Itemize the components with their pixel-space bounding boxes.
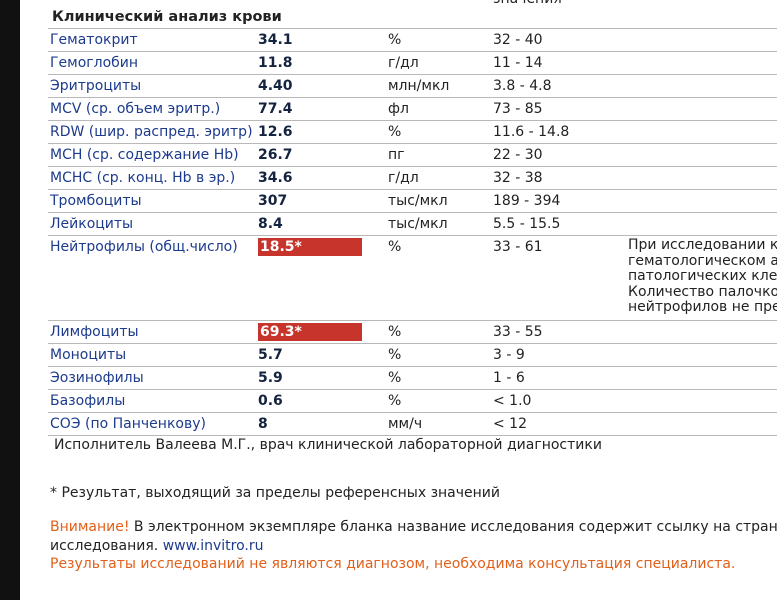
cell-unit: г/дл — [388, 55, 419, 71]
row-separator — [48, 189, 777, 190]
row-separator — [48, 143, 777, 144]
cell-unit: % — [388, 324, 402, 340]
comment-line: нейтрофилов не пре — [628, 299, 777, 315]
cell-name: MCH (ср. содержание Hb) — [50, 147, 239, 163]
link[interactable]: www.invitro.ru — [162, 538, 264, 554]
row-separator — [48, 166, 777, 167]
cell-reference: 22 - 30 — [493, 147, 543, 163]
row-separator — [48, 235, 777, 236]
row-separator — [48, 97, 777, 98]
cell-value: 18.5* — [258, 238, 362, 256]
cell-unit: тыс/мкл — [388, 193, 448, 209]
cell-value: 12.6 — [258, 124, 293, 140]
cell-value: 11.8 — [258, 55, 293, 71]
cell-unit: пг — [388, 147, 405, 163]
cell-reference: 33 - 55 — [493, 324, 543, 340]
row-separator — [48, 120, 777, 121]
row-separator — [48, 435, 777, 436]
cell-value: 5.9 — [258, 370, 283, 386]
cell-name: Эритроциты — [50, 78, 142, 94]
cell-name: Лейкоциты — [50, 216, 134, 232]
cell-value: 34.6 — [258, 170, 293, 186]
notice-line: исследования. www.invitro.ru — [50, 537, 264, 555]
cell-reference: 32 - 38 — [493, 170, 543, 186]
row-separator — [48, 212, 777, 213]
cell-name: RDW (шир. распред. эритр) — [50, 124, 253, 140]
cell-reference: 73 - 85 — [493, 101, 543, 117]
notice-text: В электронном экземпляре бланка название… — [129, 519, 777, 535]
cell-name: Гемоглобин — [50, 55, 139, 71]
cell-unit: % — [388, 393, 402, 409]
side-strip — [0, 0, 20, 600]
cell-reference: < 12 — [493, 416, 527, 432]
cell-unit: г/дл — [388, 170, 419, 186]
comment-line: гематологическом ан — [628, 252, 777, 269]
cell-value: 26.7 — [258, 147, 293, 163]
notice-label: Внимание! — [50, 519, 130, 535]
cell-unit: тыс/мкл — [388, 216, 448, 232]
cell-value: 8 — [258, 416, 268, 432]
footnote: * Результат, выходящий за пределы рефере… — [50, 485, 500, 501]
cut-header: значения — [493, 0, 562, 8]
cell-reference: 3 - 9 — [493, 347, 525, 363]
cell-value: 4.40 — [258, 78, 293, 94]
row-separator — [48, 412, 777, 413]
cell-value: 307 — [258, 193, 288, 209]
cell-name: СОЭ (по Панченкову) — [50, 416, 206, 432]
cell-reference: 189 - 394 — [493, 193, 561, 209]
comment-line: патологических клет — [628, 268, 777, 284]
section-title: Клинический анализ крови — [52, 9, 282, 25]
cell-name: Моноциты — [50, 347, 127, 363]
cell-unit: мм/ч — [388, 416, 423, 432]
cell-unit: % — [388, 239, 402, 255]
cell-reference: 11 - 14 — [493, 55, 543, 71]
cell-name: Тромбоциты — [50, 193, 142, 209]
cell-reference: < 1.0 — [493, 393, 532, 409]
cell-value: 0.6 — [258, 393, 283, 409]
cell-name: Лимфоциты — [50, 324, 139, 340]
cell-value: 77.4 — [258, 101, 293, 117]
row-separator — [48, 320, 777, 321]
cell-unit: фл — [388, 101, 409, 117]
cell-reference: 32 - 40 — [493, 32, 543, 48]
cell-name: Гематокрит — [50, 32, 138, 48]
cell-name: MCHC (ср. конц. Hb в эр.) — [50, 170, 236, 186]
cell-name: MCV (ср. объем эритр.) — [50, 101, 221, 117]
row-separator — [48, 389, 777, 390]
cell-value: 5.7 — [258, 347, 283, 363]
warning: Результаты исследований не являются диаг… — [50, 556, 736, 572]
row-separator — [48, 74, 777, 75]
cell-reference: 33 - 61 — [493, 239, 543, 255]
cell-unit: млн/мкл — [388, 78, 450, 94]
cell-unit: % — [388, 124, 402, 140]
cell-value: 8.4 — [258, 216, 283, 232]
comment-line: Количество палочкоя — [628, 283, 777, 300]
row-separator — [48, 343, 777, 344]
cell-name: Нейтрофилы (общ.число) — [50, 239, 238, 255]
cell-unit: % — [388, 347, 402, 363]
notice-line: Внимание! В электронном экземпляре бланк… — [50, 518, 777, 536]
row-separator — [48, 28, 777, 29]
cell-reference: 1 - 6 — [493, 370, 525, 386]
comment-line: При исследовании кр — [628, 237, 777, 253]
cell-value: 69.3* — [258, 323, 362, 341]
cell-name: Базофилы — [50, 393, 126, 409]
cell-reference: 11.6 - 14.8 — [493, 124, 570, 140]
cell-value: 34.1 — [258, 32, 293, 48]
row-separator — [48, 51, 777, 52]
row-separator — [48, 366, 777, 367]
performer: Исполнитель Валеева М.Г., врач клиническ… — [54, 437, 602, 453]
cell-reference: 3.8 - 4.8 — [493, 78, 552, 94]
cell-reference: 5.5 - 15.5 — [493, 216, 561, 232]
notice-text: исследования. — [50, 538, 163, 554]
cell-unit: % — [388, 370, 402, 386]
cell-name: Эозинофилы — [50, 370, 144, 386]
cell-unit: % — [388, 32, 402, 48]
